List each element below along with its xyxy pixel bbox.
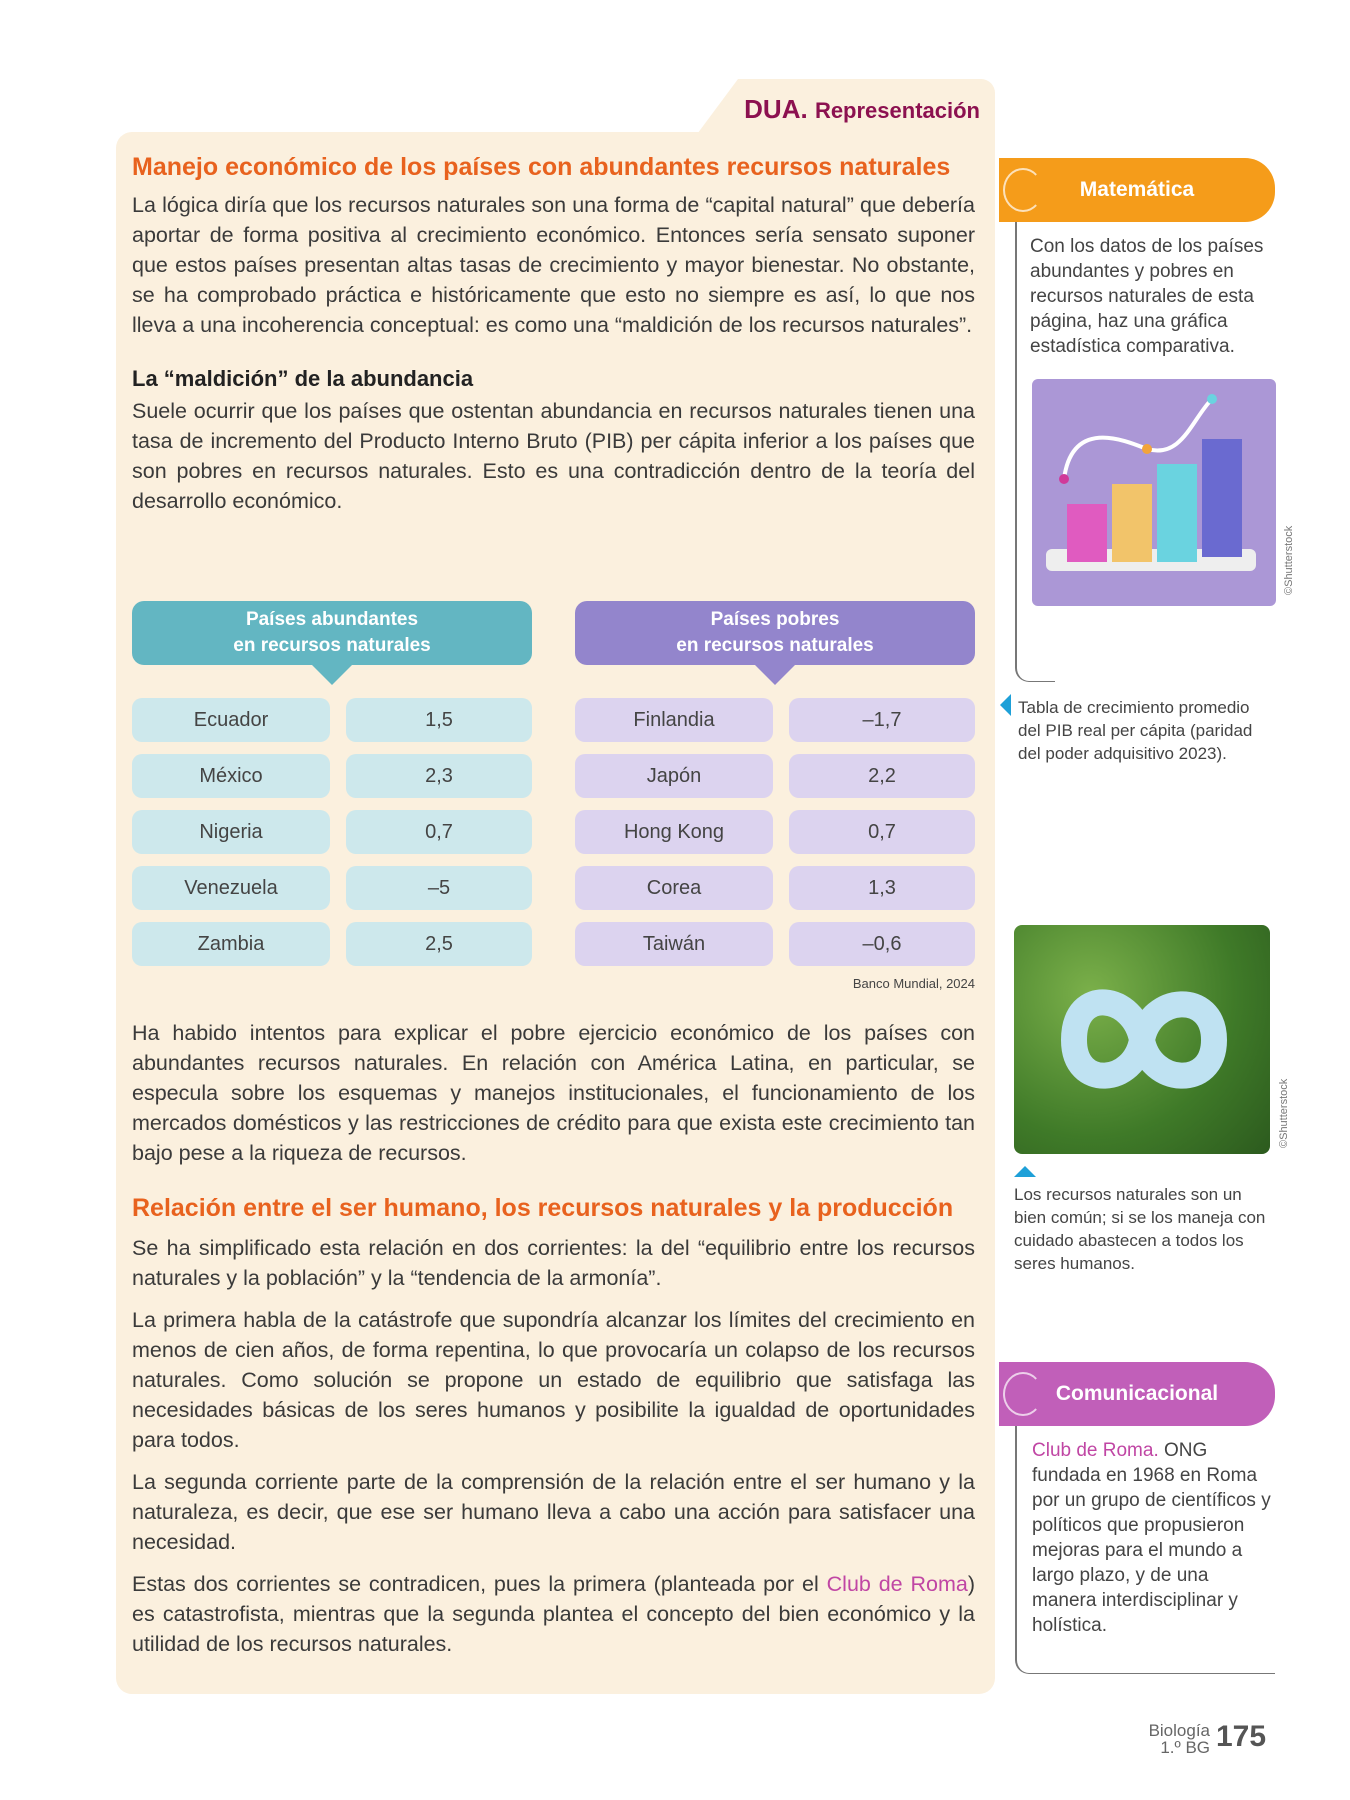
section-title: Manejo económico de los países con abund… — [132, 153, 951, 181]
competency-icon — [1003, 168, 1043, 212]
growth-value-cell: 1,3 — [789, 866, 975, 910]
math-header: Matemática — [999, 158, 1275, 222]
dua-label: DUA. Representación — [744, 94, 980, 124]
paragraph: Se ha simplificado esta relación en dos … — [132, 1236, 975, 1290]
subsection-title: La “maldición” de la abundancia — [132, 366, 474, 391]
math-text: Con los datos de los países abundantes y… — [1030, 236, 1264, 357]
country-cell: Venezuela — [132, 866, 330, 910]
section-1: Manejo económico de los países con abund… — [132, 153, 975, 516]
content-panel — [116, 132, 995, 1694]
section-2: Ha habido intentos para explicar el pobr… — [132, 1018, 975, 1659]
caret-left-icon — [1000, 694, 1011, 716]
growth-value-cell: 2,5 — [346, 922, 532, 966]
section-title: Relación entre el ser humano, los recurs… — [132, 1194, 954, 1222]
chart-illustration — [1046, 394, 1256, 571]
paragraph: La lógica diría que los recursos natural… — [132, 193, 975, 337]
country-cell: Taiwán — [575, 922, 773, 966]
paragraph: La segunda corriente parte de la compren… — [132, 1470, 975, 1554]
club-de-roma-link: Club de Roma — [826, 1572, 968, 1596]
table-source: Banco Mundial, 2024 — [852, 976, 975, 991]
country-cell: Nigeria — [132, 810, 330, 854]
illus-bar — [1157, 464, 1197, 562]
paragraph: Ha habido intentos para explicar el pobr… — [132, 1021, 975, 1165]
image-credit: ©Shutterstock — [1283, 525, 1295, 595]
caret-up-icon — [1014, 1166, 1036, 1177]
growth-value-cell: –1,7 — [789, 698, 975, 742]
illus-bar — [1112, 484, 1152, 562]
country-cell: Corea — [575, 866, 773, 910]
country-cell: Japón — [575, 754, 773, 798]
growth-value-cell: 2,3 — [346, 754, 532, 798]
table-caption: Tabla de crecimiento promedio del PIB re… — [1018, 698, 1253, 763]
math-box: Matemática Con los datos de los países a… — [999, 158, 1276, 682]
image-credit: ©Shutterstock — [1278, 1078, 1290, 1148]
footer-subject: Biología 1.º BG — [1148, 1721, 1210, 1757]
bar-chart-image — [1032, 379, 1276, 606]
forest-infinity-image — [1014, 925, 1270, 1154]
growth-value-cell: 0,7 — [789, 810, 975, 854]
infinity-lake-illustration — [1060, 989, 1228, 1089]
communication-box: Comunicacional Club de Roma. ONG fundada… — [999, 1362, 1275, 1674]
comm-header: Comunicacional — [999, 1362, 1275, 1426]
image-caption: Los recursos naturales son un bien común… — [1014, 1185, 1266, 1273]
country-cell: Hong Kong — [575, 810, 773, 854]
paragraph: Suele ocurrir que los países que ostenta… — [132, 399, 975, 513]
growth-value-cell: 0,7 — [346, 810, 532, 854]
country-cell: Finlandia — [575, 698, 773, 742]
competency-icon — [1003, 1372, 1043, 1416]
abundant-header: Países abundantes en recursos naturales — [132, 601, 532, 685]
growth-value-cell: 2,2 — [789, 754, 975, 798]
illus-bar — [1202, 439, 1242, 557]
poor-header: Países pobres en recursos naturales — [575, 601, 975, 685]
illus-bar — [1067, 504, 1107, 562]
country-cell: Ecuador — [132, 698, 330, 742]
paragraph: La primera habla de la catástrofe que su… — [132, 1308, 975, 1452]
country-cell: México — [132, 754, 330, 798]
page-number: 175 — [1216, 1720, 1267, 1753]
comm-text: Club de Roma. ONG fundada en 1968 en Rom… — [1015, 1426, 1275, 1674]
growth-value-cell: 1,5 — [346, 698, 532, 742]
paragraph: Estas dos corrientes se contradicen, pue… — [132, 1572, 975, 1656]
country-cell: Zambia — [132, 922, 330, 966]
growth-value-cell: –5 — [346, 866, 532, 910]
growth-value-cell: –0,6 — [789, 922, 975, 966]
